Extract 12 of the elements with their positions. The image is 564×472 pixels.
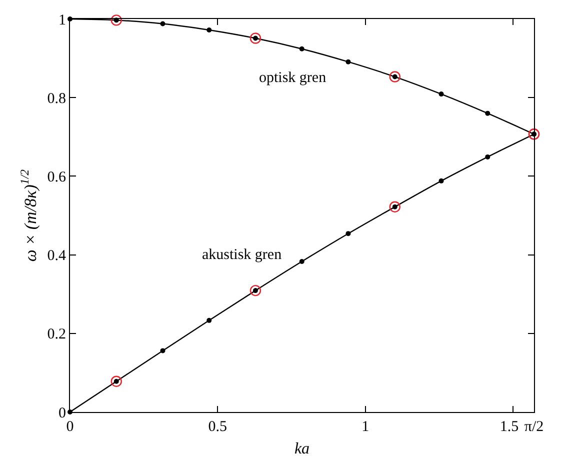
annotation: optisk gren (259, 70, 327, 86)
annotation: akustisk gren (202, 247, 282, 263)
y-tick-label: 0.8 (47, 90, 66, 107)
y-tick-label: 0.6 (47, 169, 66, 186)
x-tick-label: 0.5 (208, 419, 228, 435)
y-tick-label: 0.4 (47, 248, 66, 264)
y-tick-label: 0.2 (47, 326, 66, 343)
x-tick-label: 1 (362, 419, 370, 435)
y-tick-label: 0 (58, 405, 66, 422)
x-axis-title: ka (294, 440, 310, 458)
y-tick-label: 1 (58, 12, 66, 28)
x-tick-label: π/2 (524, 419, 544, 435)
